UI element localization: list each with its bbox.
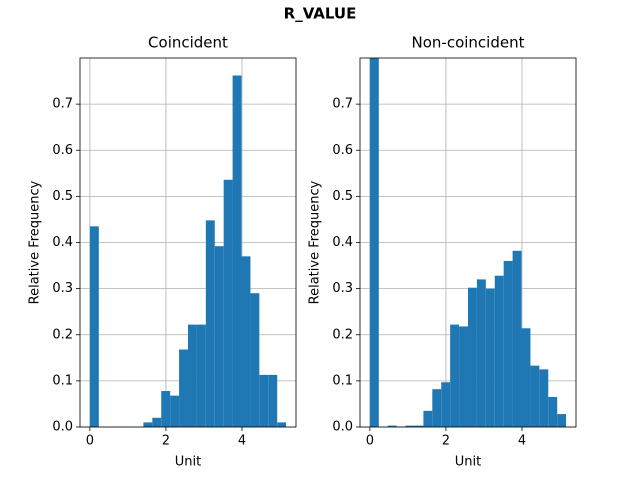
bar xyxy=(503,260,513,427)
bar xyxy=(277,422,287,427)
bar xyxy=(143,422,153,427)
bar xyxy=(259,374,269,427)
bar xyxy=(494,275,504,427)
bar xyxy=(441,382,451,427)
y-tick-label: 0.4 xyxy=(52,235,73,250)
x-tick-label: 2 xyxy=(442,434,450,449)
bar xyxy=(188,324,197,427)
x-tick-label: 4 xyxy=(518,434,526,449)
plot-frame xyxy=(79,57,297,428)
y-tick-label: 0.3 xyxy=(332,281,353,296)
bar xyxy=(223,179,233,427)
bar xyxy=(214,246,224,427)
x-tick-label: 0 xyxy=(366,434,374,449)
y-tick-label: 0.5 xyxy=(52,189,73,204)
bar xyxy=(405,425,415,427)
x-axis-label: Unit xyxy=(175,455,201,470)
y-tick-label: 0.1 xyxy=(52,373,73,388)
bar xyxy=(152,417,162,427)
y-tick-label: 0.5 xyxy=(332,189,353,204)
bar xyxy=(476,279,486,427)
x-tick-label: 0 xyxy=(86,434,94,449)
y-tick-label: 0.0 xyxy=(52,420,73,435)
bar xyxy=(179,349,188,427)
panel-title: Non-coincident xyxy=(412,34,525,52)
bar xyxy=(369,58,379,427)
bar xyxy=(512,250,522,427)
plot-frame xyxy=(359,57,577,428)
bar xyxy=(468,287,477,427)
bar xyxy=(241,256,251,427)
bar xyxy=(557,414,567,427)
y-tick-label: 0.7 xyxy=(332,97,353,112)
y-tick-label: 0.6 xyxy=(332,143,353,158)
y-tick-label: 0.3 xyxy=(52,281,73,296)
bar xyxy=(387,425,397,427)
bar xyxy=(161,391,171,427)
bar xyxy=(521,328,531,427)
bar xyxy=(170,395,180,427)
y-tick-label: 0.6 xyxy=(52,143,73,158)
y-axis-label: Relative Frequency xyxy=(28,180,43,304)
bar xyxy=(423,410,433,427)
bar xyxy=(432,389,442,427)
bar xyxy=(548,397,558,427)
bar xyxy=(196,324,206,427)
figure-title: R_VALUE xyxy=(284,5,357,23)
bars xyxy=(369,58,567,427)
y-tick-label: 0.0 xyxy=(332,420,353,435)
bars xyxy=(89,75,287,427)
bar xyxy=(450,324,460,427)
bar xyxy=(250,293,260,427)
panel-title: Coincident xyxy=(148,34,228,52)
y-tick-label: 0.2 xyxy=(52,327,73,342)
bar xyxy=(459,326,468,427)
bar xyxy=(268,374,278,427)
y-tick-label: 0.7 xyxy=(52,97,73,112)
y-tick-label: 0.2 xyxy=(332,327,353,342)
bar xyxy=(414,425,424,427)
bar xyxy=(530,365,540,427)
x-axis-label: Unit xyxy=(455,455,481,470)
y-axis-label: Relative Frequency xyxy=(308,180,323,304)
x-tick-label: 2 xyxy=(162,434,170,449)
y-tick-label: 0.4 xyxy=(332,235,353,250)
bar xyxy=(485,288,495,427)
bar xyxy=(205,220,215,427)
bar xyxy=(89,226,99,427)
x-tick-label: 4 xyxy=(238,434,246,449)
bar xyxy=(232,75,242,427)
y-tick-label: 0.1 xyxy=(332,373,353,388)
bar xyxy=(539,369,549,427)
